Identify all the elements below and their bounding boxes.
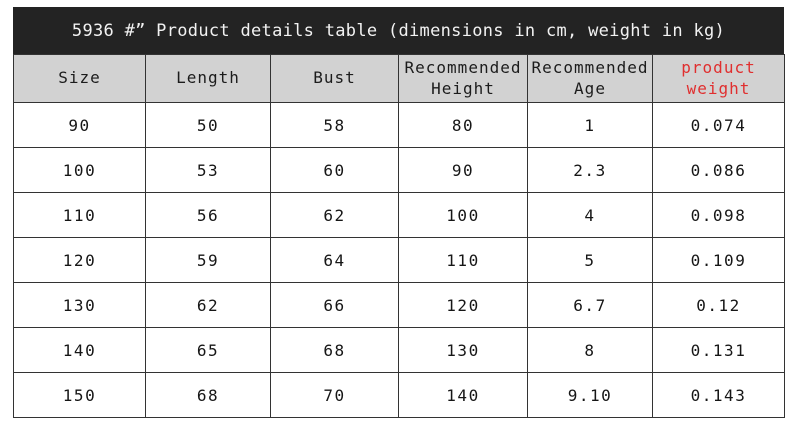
cell-size: 90 — [13, 102, 146, 148]
cell-length: 59 — [145, 237, 271, 283]
cell-size: 130 — [13, 282, 146, 328]
table-row: 120 59 64 110 5 0.109 — [13, 237, 785, 283]
cell-recommended-height: 140 — [398, 372, 528, 418]
cell-bust: 68 — [270, 327, 399, 373]
title-bar: 5936 #” Product details table (dimension… — [13, 7, 784, 54]
cell-bust: 70 — [270, 372, 399, 418]
cell-length: 56 — [145, 192, 271, 238]
table-row: 90 50 58 80 1 0.074 — [13, 102, 785, 148]
table-row: 150 68 70 140 9.10 0.143 — [13, 372, 785, 418]
cell-bust: 64 — [270, 237, 399, 283]
cell-recommended-age: 2.3 — [527, 147, 653, 193]
header-cell-length: Length — [145, 54, 271, 103]
cell-length: 50 — [145, 102, 271, 148]
cell-recommended-age: 9.10 — [527, 372, 653, 418]
cell-product-weight: 0.131 — [652, 327, 785, 373]
size-table: Size Length Bust Recommended Height Reco… — [13, 54, 785, 418]
cell-size: 120 — [13, 237, 146, 283]
cell-size: 150 — [13, 372, 146, 418]
cell-recommended-height: 100 — [398, 192, 528, 238]
cell-size: 140 — [13, 327, 146, 373]
cell-length: 62 — [145, 282, 271, 328]
cell-bust: 62 — [270, 192, 399, 238]
cell-product-weight: 0.109 — [652, 237, 785, 283]
table-row: 130 62 66 120 6.7 0.12 — [13, 282, 785, 328]
cell-recommended-height: 130 — [398, 327, 528, 373]
table-row: 100 53 60 90 2.3 0.086 — [13, 147, 785, 193]
table-body: 90 50 58 80 1 0.074 100 53 60 90 2.3 0.0… — [13, 102, 785, 418]
cell-bust: 60 — [270, 147, 399, 193]
cell-product-weight: 0.12 — [652, 282, 785, 328]
header-cell-recommended-height: Recommended Height — [398, 54, 528, 103]
cell-product-weight: 0.143 — [652, 372, 785, 418]
cell-recommended-age: 5 — [527, 237, 653, 283]
table-row: 140 65 68 130 8 0.131 — [13, 327, 785, 373]
cell-recommended-age: 6.7 — [527, 282, 653, 328]
cell-size: 110 — [13, 192, 146, 238]
size-chart-sheet: 5936 #” Product details table (dimension… — [13, 7, 785, 418]
table-row: 110 56 62 100 4 0.098 — [13, 192, 785, 238]
header-cell-size: Size — [13, 54, 146, 103]
table-header: Size Length Bust Recommended Height Reco… — [13, 54, 785, 103]
cell-recommended-height: 110 — [398, 237, 528, 283]
cell-product-weight: 0.074 — [652, 102, 785, 148]
cell-bust: 58 — [270, 102, 399, 148]
page-title: 5936 #” Product details table (dimension… — [71, 20, 726, 41]
cell-bust: 66 — [270, 282, 399, 328]
header-cell-recommended-age: Recommended Age — [527, 54, 653, 103]
cell-recommended-age: 8 — [527, 327, 653, 373]
cell-product-weight: 0.086 — [652, 147, 785, 193]
header-cell-bust: Bust — [270, 54, 399, 103]
cell-recommended-height: 80 — [398, 102, 528, 148]
cell-product-weight: 0.098 — [652, 192, 785, 238]
header-cell-product-weight: product weight — [652, 54, 785, 103]
cell-length: 53 — [145, 147, 271, 193]
cell-size: 100 — [13, 147, 146, 193]
cell-recommended-age: 1 — [527, 102, 653, 148]
cell-recommended-height: 120 — [398, 282, 528, 328]
cell-recommended-height: 90 — [398, 147, 528, 193]
cell-length: 65 — [145, 327, 271, 373]
cell-recommended-age: 4 — [527, 192, 653, 238]
header-row: Size Length Bust Recommended Height Reco… — [13, 54, 785, 103]
cell-length: 68 — [145, 372, 271, 418]
